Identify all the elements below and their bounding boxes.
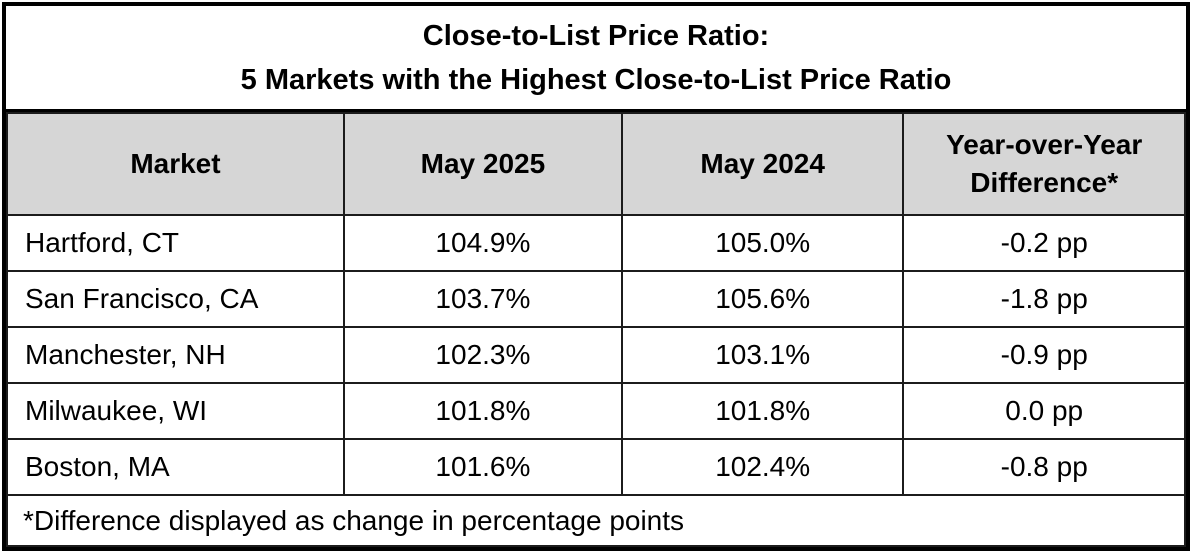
cell-yoy-difference: -0.2 pp (902, 214, 1186, 272)
table-row: Boston, MA 101.6% 102.4% -0.8 pp (6, 438, 1186, 496)
column-header-may-2024: May 2024 (620, 112, 905, 216)
price-ratio-table-frame: Close-to-List Price Ratio: 5 Markets wit… (2, 2, 1190, 551)
table-row: Hartford, CT 104.9% 105.0% -0.2 pp (6, 214, 1186, 272)
footnote-row: *Difference displayed as change in perce… (6, 494, 1186, 547)
cell-yoy-difference: -0.9 pp (902, 326, 1186, 384)
table-row: San Francisco, CA 103.7% 105.6% -1.8 pp (6, 270, 1186, 328)
header-row: Market May 2025 May 2024 Year-over-Year … (6, 112, 1186, 216)
cell-market: Manchester, NH (6, 326, 345, 384)
table-title: Close-to-List Price Ratio: 5 Markets wit… (6, 6, 1186, 112)
cell-may-2024: 105.6% (620, 270, 905, 328)
cell-may-2024: 103.1% (620, 326, 905, 384)
cell-yoy-difference: 0.0 pp (902, 382, 1186, 440)
column-header-may-2025: May 2025 (342, 112, 623, 216)
cell-may-2025: 101.8% (342, 382, 623, 440)
cell-may-2024: 105.0% (620, 214, 905, 272)
cell-market: San Francisco, CA (6, 270, 345, 328)
table-row: Manchester, NH 102.3% 103.1% -0.9 pp (6, 326, 1186, 384)
cell-may-2024: 101.8% (620, 382, 905, 440)
cell-yoy-difference: -0.8 pp (902, 438, 1186, 496)
cell-may-2025: 101.6% (342, 438, 623, 496)
cell-yoy-difference: -1.8 pp (902, 270, 1186, 328)
price-ratio-table: Market May 2025 May 2024 Year-over-Year … (6, 112, 1186, 547)
cell-market: Boston, MA (6, 438, 345, 496)
table-row: Milwaukee, WI 101.8% 101.8% 0.0 pp (6, 382, 1186, 440)
cell-may-2025: 104.9% (342, 214, 623, 272)
cell-market: Hartford, CT (6, 214, 345, 272)
column-header-market: Market (6, 112, 345, 216)
cell-may-2025: 102.3% (342, 326, 623, 384)
title-line-1: Close-to-List Price Ratio: (422, 19, 770, 52)
cell-may-2025: 103.7% (342, 270, 623, 328)
cell-may-2024: 102.4% (620, 438, 905, 496)
cell-market: Milwaukee, WI (6, 382, 345, 440)
column-header-yoy-difference: Year-over-Year Difference* (902, 112, 1186, 216)
footnote: *Difference displayed as change in perce… (6, 494, 1186, 547)
title-line-2: 5 Markets with the Highest Close-to-List… (240, 63, 952, 96)
